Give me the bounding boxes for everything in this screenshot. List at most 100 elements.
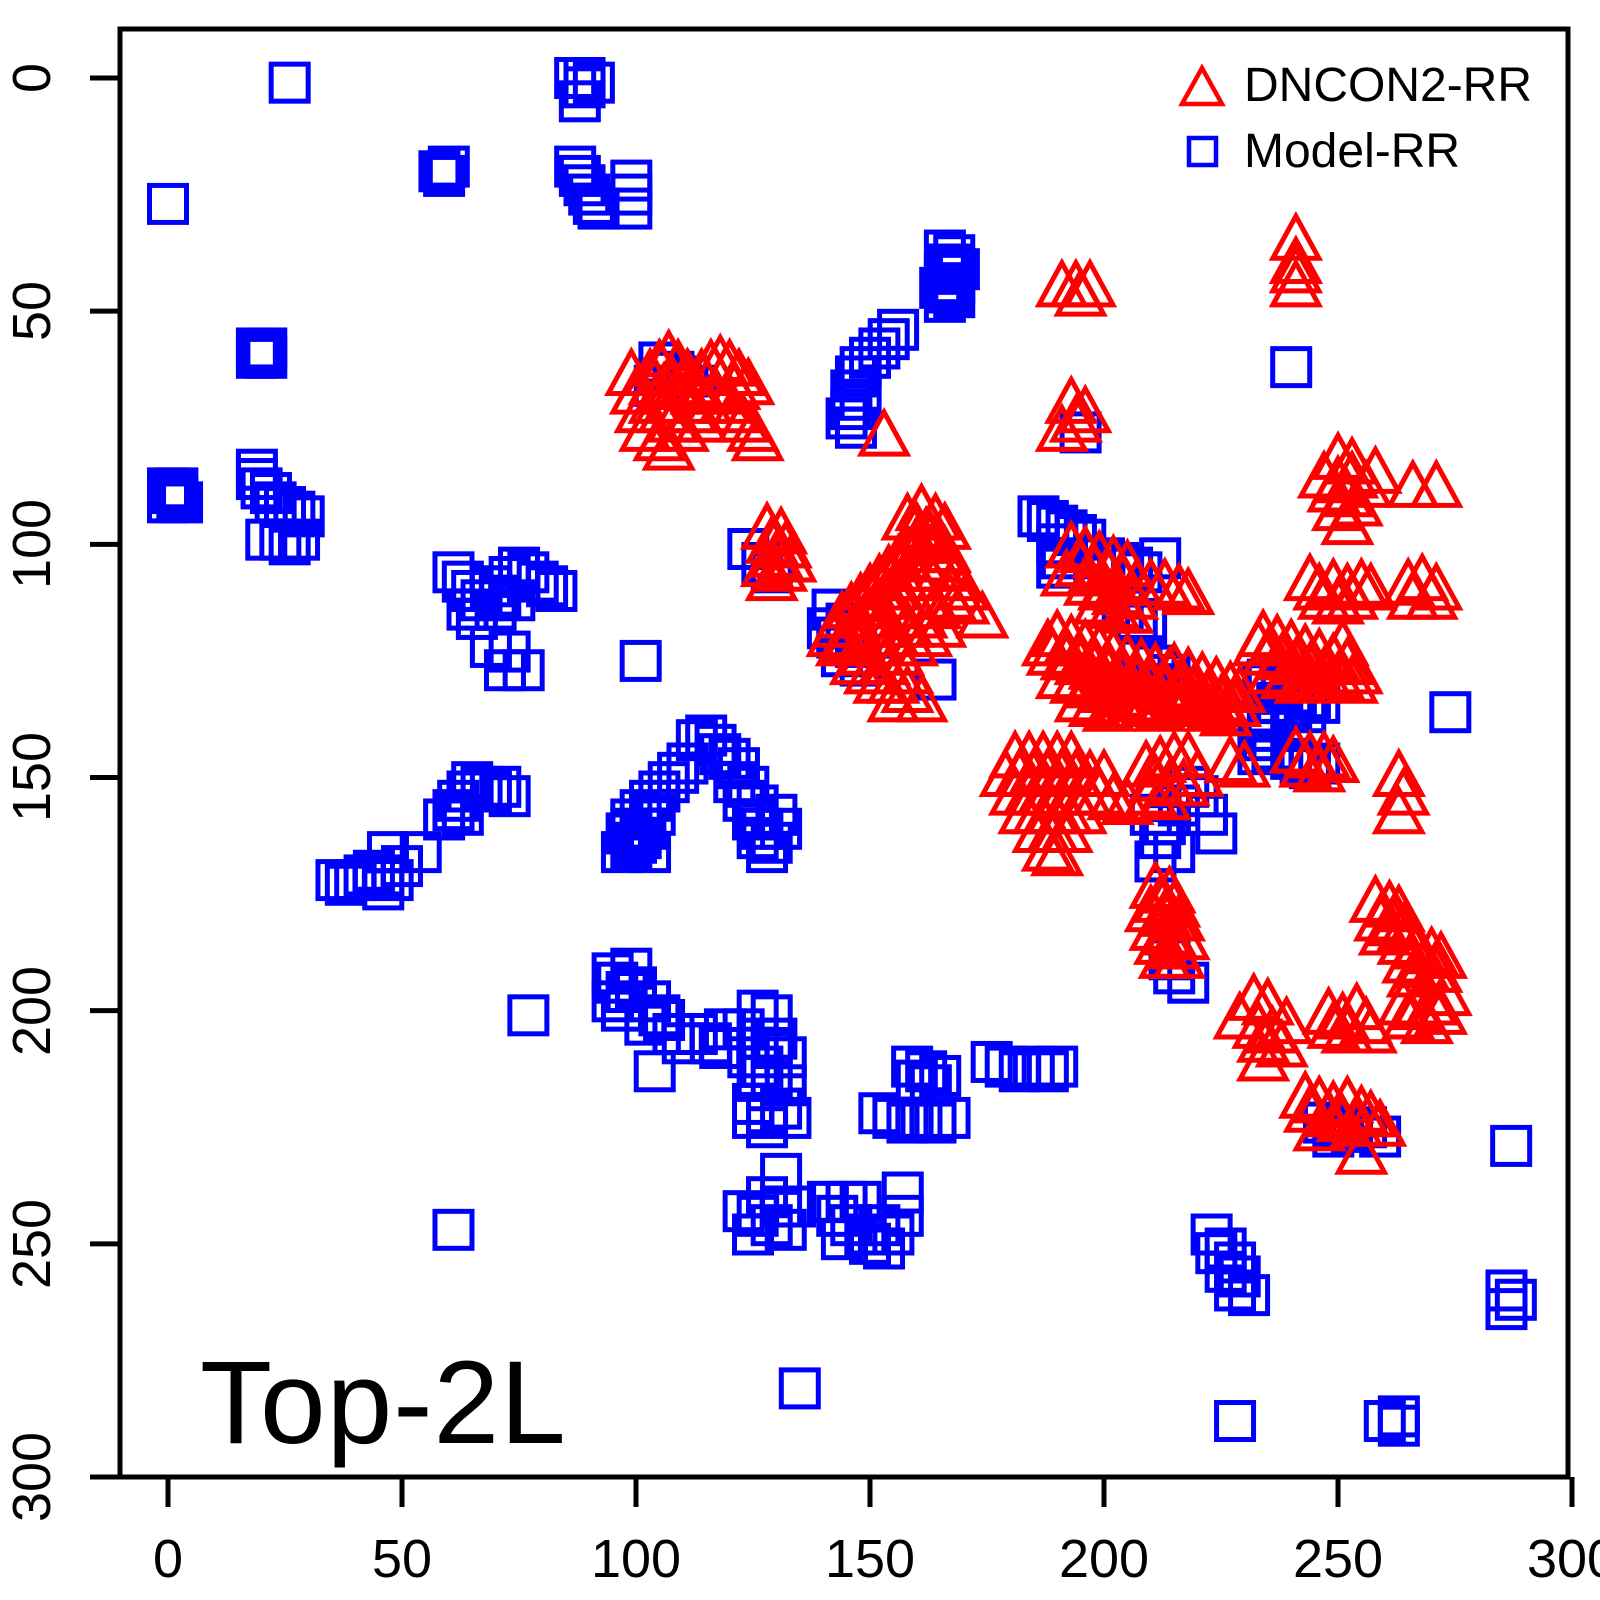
point-triangle [749, 528, 804, 578]
point-square [1204, 1227, 1247, 1270]
point-square [147, 182, 189, 225]
point-square [1228, 1274, 1271, 1317]
point-square [446, 770, 489, 813]
legend-item-dncon2-rr: DNCON2-RR [1178, 52, 1532, 118]
point-square [502, 649, 545, 692]
legend-item-model-rr: Model-RR [1178, 118, 1532, 184]
point-square [526, 565, 569, 608]
point-triangle [1259, 994, 1314, 1045]
point-triangle [688, 364, 743, 415]
point-square [755, 793, 798, 836]
point-triangle [1324, 570, 1380, 620]
point-triangle [1151, 560, 1207, 611]
point-square [441, 793, 484, 836]
point-square [1012, 1045, 1055, 1088]
point-square [732, 1096, 774, 1139]
point-triangle [1268, 243, 1324, 294]
point-square [488, 775, 531, 818]
point-square [933, 276, 976, 319]
point-square [778, 1367, 821, 1410]
point-triangle [604, 346, 659, 396]
point-square [1214, 1241, 1257, 1284]
x-tick-label: 300 [1526, 1529, 1600, 1589]
point-square [858, 1092, 901, 1135]
point-square [900, 1096, 943, 1139]
x-tick-label: 0 [152, 1529, 184, 1589]
point-square [1485, 1288, 1528, 1331]
point-triangle [1273, 654, 1328, 704]
point-square [268, 523, 311, 566]
point-triangle [1161, 565, 1216, 616]
point-triangle [880, 490, 935, 541]
point-square [1214, 1400, 1257, 1443]
point-triangle [1292, 742, 1347, 793]
point-triangle [618, 402, 673, 452]
point-triangle [1020, 821, 1076, 872]
point-triangle [1029, 826, 1085, 877]
point-triangle [1123, 765, 1179, 816]
x-tick-label: 100 [590, 1529, 682, 1589]
point-triangle [1376, 915, 1431, 965]
point-triangle [707, 360, 762, 410]
point-square [764, 1208, 807, 1251]
point-square [881, 1171, 924, 1214]
point-triangle [1409, 458, 1464, 508]
point-triangle [632, 411, 687, 462]
point-square [507, 994, 550, 1037]
point-square [760, 807, 803, 850]
x-tick-label: 50 [371, 1529, 433, 1589]
point-triangle [1278, 737, 1333, 788]
point-square [399, 831, 442, 874]
point-square [268, 61, 311, 104]
point-triangle [1048, 654, 1104, 704]
point-triangle [1315, 989, 1370, 1040]
point-triangle [1198, 686, 1253, 737]
point-square [834, 355, 877, 398]
point-square [282, 495, 325, 538]
point-triangle [1268, 234, 1324, 285]
point-triangle [1062, 257, 1118, 308]
point-triangle [1329, 644, 1384, 695]
point-square [825, 397, 868, 440]
point-triangle [758, 518, 813, 569]
point-triangle [889, 500, 945, 550]
point-triangle [1278, 1069, 1333, 1119]
point-square [914, 1101, 957, 1144]
square-icon [1186, 135, 1219, 168]
point-triangle [1207, 677, 1263, 728]
point-triangle [1315, 616, 1370, 667]
point-square [820, 1218, 863, 1261]
point-triangle [898, 607, 954, 658]
point-triangle [1348, 873, 1403, 923]
point-triangle [1334, 1125, 1389, 1175]
point-triangle [1296, 644, 1352, 695]
x-tick-label: 250 [1292, 1529, 1384, 1589]
point-triangle [674, 392, 729, 443]
plot-box [117, 26, 1571, 1480]
point-square [732, 1213, 774, 1256]
point-triangle [828, 635, 884, 686]
point-square [619, 817, 662, 860]
point-square [839, 346, 882, 389]
point-triangle [1380, 933, 1436, 984]
point-square [919, 266, 962, 309]
point-triangle [1179, 668, 1235, 718]
point-triangle [1020, 616, 1076, 667]
point-triangle [1034, 402, 1090, 452]
point-triangle [917, 500, 973, 550]
point-square [675, 1012, 718, 1055]
point-triangle [1380, 556, 1436, 606]
point-triangle [1418, 966, 1473, 1017]
point-square [750, 821, 793, 864]
point-triangle [1343, 1003, 1398, 1054]
x-tick-label: 200 [1058, 1529, 1150, 1589]
point-triangle [1306, 462, 1361, 513]
point-triangle [1104, 672, 1160, 723]
y-tick-label: 100 [2, 499, 62, 590]
point-triangle [903, 509, 959, 560]
point-square [161, 481, 204, 524]
point-triangle [1371, 784, 1427, 835]
point-square [610, 187, 653, 230]
y-tick-label: 0 [2, 62, 62, 94]
point-triangle [1151, 658, 1207, 709]
